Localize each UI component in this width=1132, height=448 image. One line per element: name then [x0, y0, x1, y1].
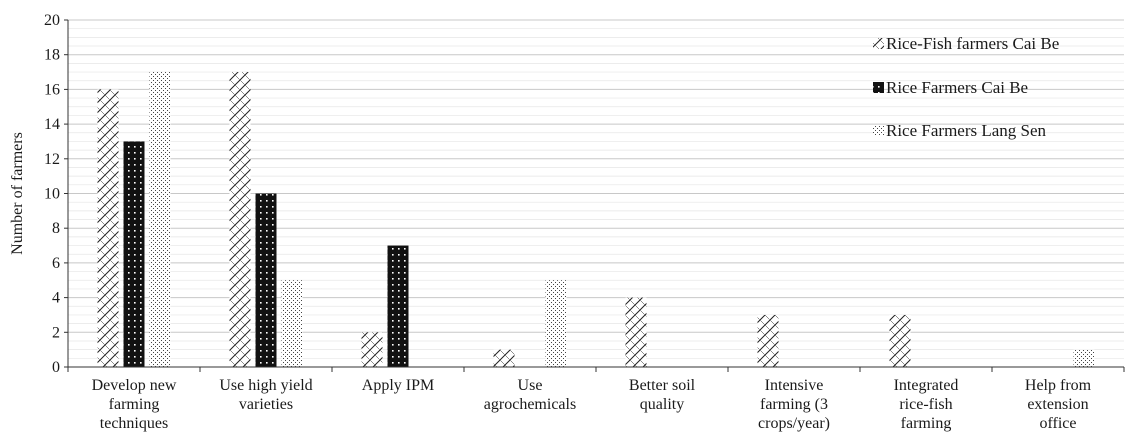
y-tick-labels: 0 2 4 6 8 10 12 14 16 18 20 — [44, 12, 60, 376]
bar — [361, 332, 383, 367]
x-category-label: Develop new farming techniques — [92, 377, 177, 432]
bar — [493, 349, 515, 367]
y-tick-label: 20 — [44, 12, 60, 29]
y-tick-label: 6 — [52, 255, 60, 272]
bar — [97, 89, 119, 368]
y-tick-label: 2 — [52, 324, 60, 341]
bars — [97, 72, 1095, 368]
legend-label: Rice Farmers Cai Be — [886, 78, 1028, 97]
legend-item-rice-lang-sen: Rice Farmers Lang Sen — [873, 121, 1047, 140]
bar — [387, 245, 409, 367]
grid-lines — [68, 19, 1124, 359]
y-axis-title: Number of farmers — [9, 132, 26, 255]
x-category-label: Intensive farming (3 crops/year) — [758, 377, 830, 432]
axes — [64, 19, 1125, 372]
x-category-label: Help from extension office — [1025, 377, 1092, 432]
y-tick-label: 14 — [44, 116, 60, 133]
bar — [625, 297, 647, 367]
y-tick-label: 0 — [52, 359, 60, 376]
y-tick-label: 10 — [44, 186, 60, 203]
x-category-label: Use agrochemicals — [484, 377, 576, 413]
y-tick-label: 18 — [44, 47, 60, 64]
legend: Rice-Fish farmers Cai Be Rice Farmers Ca… — [873, 34, 1059, 140]
bar — [545, 280, 567, 367]
x-category-label: Use high yield varieties — [219, 377, 312, 413]
y-tick-label: 8 — [52, 220, 60, 237]
legend-label: Rice Farmers Lang Sen — [886, 121, 1047, 140]
legend-item-rice-fish-cai-be: Rice-Fish farmers Cai Be — [873, 34, 1059, 53]
legend-swatch-fine-dotted — [873, 125, 884, 136]
legend-swatch-crosshatch — [873, 38, 884, 49]
x-category-label: Integrated rice-fish farming — [894, 377, 959, 432]
legend-swatch-black-dotted — [873, 82, 884, 93]
bar — [757, 314, 779, 367]
bar — [123, 141, 145, 367]
bar — [281, 280, 303, 367]
y-tick-label: 16 — [44, 81, 60, 98]
x-category-label: Apply IPM — [362, 377, 434, 394]
bar — [1073, 349, 1095, 367]
x-category-label: Better soil quality — [629, 377, 696, 413]
bar — [229, 72, 251, 368]
x-category-labels: Develop new farming techniques Use high yie… — [92, 377, 1092, 432]
y-tick-label: 12 — [44, 151, 60, 168]
legend-label: Rice-Fish farmers Cai Be — [886, 34, 1059, 53]
legend-item-rice-cai-be: Rice Farmers Cai Be — [873, 78, 1028, 97]
bar — [889, 314, 911, 367]
bar — [149, 72, 171, 368]
y-tick-label: 4 — [52, 290, 60, 307]
bar — [255, 193, 277, 367]
